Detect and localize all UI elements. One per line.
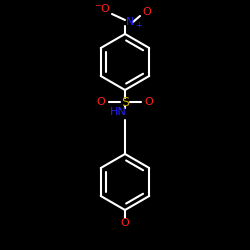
Text: −: − [94,2,102,11]
Text: O: O [142,7,152,17]
Text: S: S [121,96,129,108]
Text: +: + [136,20,142,30]
Text: O: O [120,218,130,228]
Text: N: N [126,17,134,27]
Text: O: O [96,97,106,107]
Text: O: O [144,97,154,107]
Text: HN: HN [110,107,126,117]
Text: O: O [100,4,110,14]
